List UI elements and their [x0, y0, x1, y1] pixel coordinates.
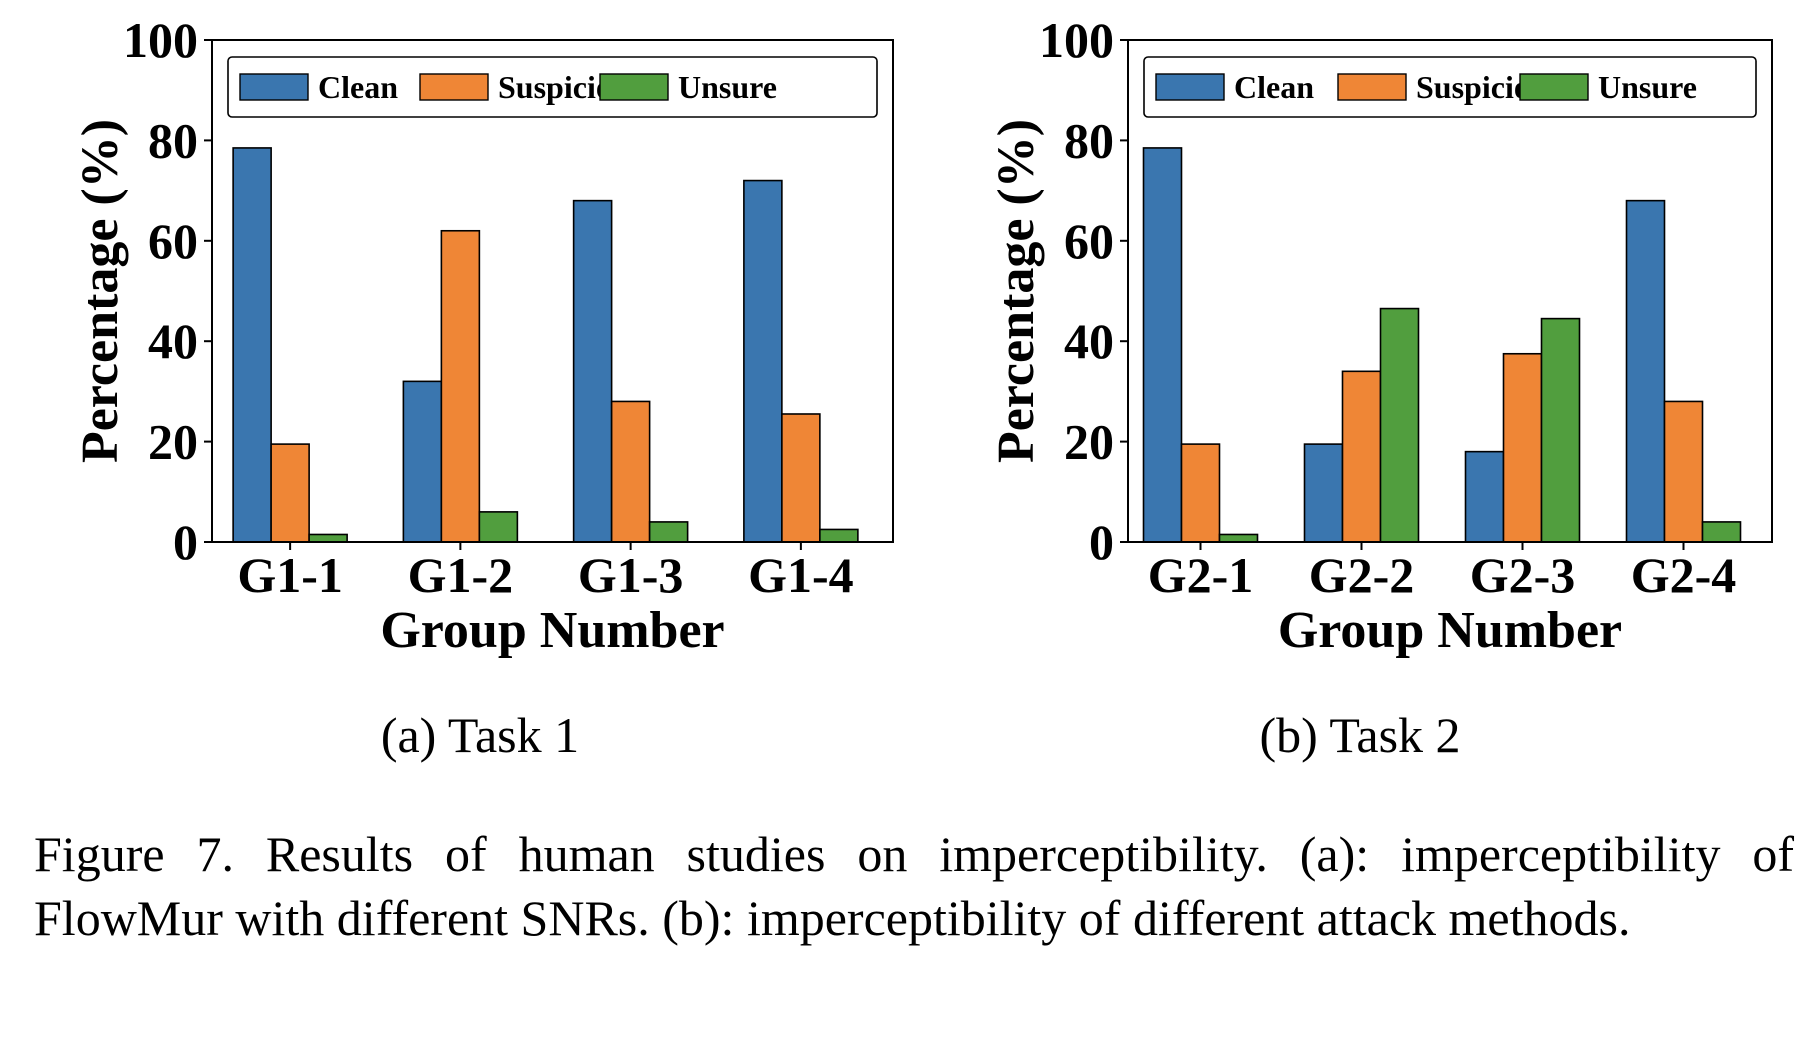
- y-tick-label: 100: [123, 12, 198, 68]
- y-tick-label: 80: [148, 112, 198, 168]
- legend-swatch-clean: [239, 73, 309, 101]
- x-tick-label: G2-4: [1631, 547, 1737, 603]
- y-axis-label: Percentage (%): [72, 119, 129, 463]
- y-tick-label: 20: [1064, 414, 1114, 470]
- legend-swatch-unsure: [1519, 73, 1589, 101]
- y-tick-label: 60: [1064, 213, 1114, 269]
- bar-suspicious-g2-1: [1180, 443, 1221, 543]
- x-axis-label: Group Number: [380, 602, 724, 659]
- legend: Clean Suspicious Unsure: [227, 56, 878, 118]
- bar-unsure-g2-4: [1701, 521, 1742, 543]
- chart-panel-1: 0 20 40 60 80 100 G1-1 G1-2 G1-3 G1-4 Group Number…: [72, 12, 894, 763]
- y-tick-label: 40: [1064, 313, 1114, 369]
- bar-clean-g2-1: [1142, 147, 1183, 543]
- plot-frame: [1127, 39, 1773, 543]
- legend: Clean Suspicious Unsure: [1143, 56, 1757, 118]
- bar-clean-g2-3: [1464, 450, 1505, 543]
- bar-unsure-g1-2: [478, 511, 519, 543]
- y-tick-label: 80: [1064, 112, 1114, 168]
- legend-swatch-suspicious: [419, 73, 489, 101]
- legend-box: [1143, 56, 1757, 118]
- legend-label-clean: Clean: [318, 69, 398, 105]
- bar-suspicious-g2-4: [1663, 400, 1704, 543]
- legend-label-unsure: Unsure: [678, 69, 777, 105]
- x-tick-label: G2-3: [1470, 547, 1576, 603]
- x-axis-label: Group Number: [1278, 602, 1622, 659]
- bar-unsure-g1-4: [819, 528, 859, 543]
- bar-suspicious-g1-1: [270, 443, 310, 543]
- y-tick-label: 60: [148, 213, 198, 269]
- subcaption: (a) Task 1: [381, 707, 579, 763]
- subcaption: (b) Task 2: [1259, 707, 1460, 763]
- bar-suspicious-g2-3: [1502, 352, 1543, 543]
- bar-clean-g2-4: [1625, 199, 1666, 543]
- x-tick-label: G1-1: [237, 547, 343, 603]
- x-tick-label: G1-2: [408, 547, 514, 603]
- plot-frame: [211, 39, 894, 543]
- x-tick-label: G2-2: [1309, 547, 1415, 603]
- legend-label-unsure: Unsure: [1598, 69, 1697, 105]
- legend-swatch-clean: [1155, 73, 1225, 101]
- bar-unsure-g2-3: [1540, 317, 1581, 543]
- bar-suspicious-g1-4: [781, 413, 821, 543]
- bar-unsure-g2-2: [1379, 307, 1420, 543]
- bar-clean-g1-1: [232, 147, 272, 543]
- bar-suspicious-g1-2: [440, 229, 481, 543]
- figure-caption: Figure 7. Results of human studies on im…: [34, 826, 1794, 946]
- y-tick-label: 100: [1039, 12, 1114, 68]
- x-tick-label: G1-4: [748, 547, 854, 603]
- x-tick-label: G1-3: [578, 547, 684, 603]
- bar-unsure-g1-3: [648, 521, 689, 543]
- bar-clean-g2-2: [1303, 443, 1344, 543]
- legend-swatch-suspicious: [1337, 73, 1407, 101]
- legend-box: [227, 56, 878, 118]
- bar-clean-g1-3: [572, 199, 613, 543]
- bar-clean-g1-2: [402, 380, 443, 543]
- legend-swatch-unsure: [599, 73, 669, 101]
- y-axis-label: Percentage (%): [988, 119, 1045, 463]
- bar-clean-g1-4: [743, 179, 783, 543]
- legend-label-clean: Clean: [1234, 69, 1314, 105]
- bar-unsure-g2-1: [1218, 533, 1259, 543]
- bar-unsure-g1-1: [308, 533, 348, 543]
- y-tick-label: 40: [148, 313, 198, 369]
- bar-suspicious-g1-3: [610, 400, 651, 543]
- y-tick-label: 0: [1089, 514, 1114, 570]
- bar-suspicious-g2-2: [1341, 370, 1382, 543]
- y-tick-label: 0: [173, 514, 198, 570]
- x-tick-label: G2-1: [1148, 547, 1254, 603]
- y-tick-label: 20: [148, 414, 198, 470]
